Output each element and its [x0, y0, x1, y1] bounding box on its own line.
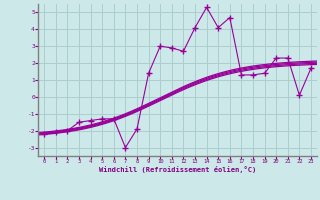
X-axis label: Windchill (Refroidissement éolien,°C): Windchill (Refroidissement éolien,°C) — [99, 166, 256, 173]
